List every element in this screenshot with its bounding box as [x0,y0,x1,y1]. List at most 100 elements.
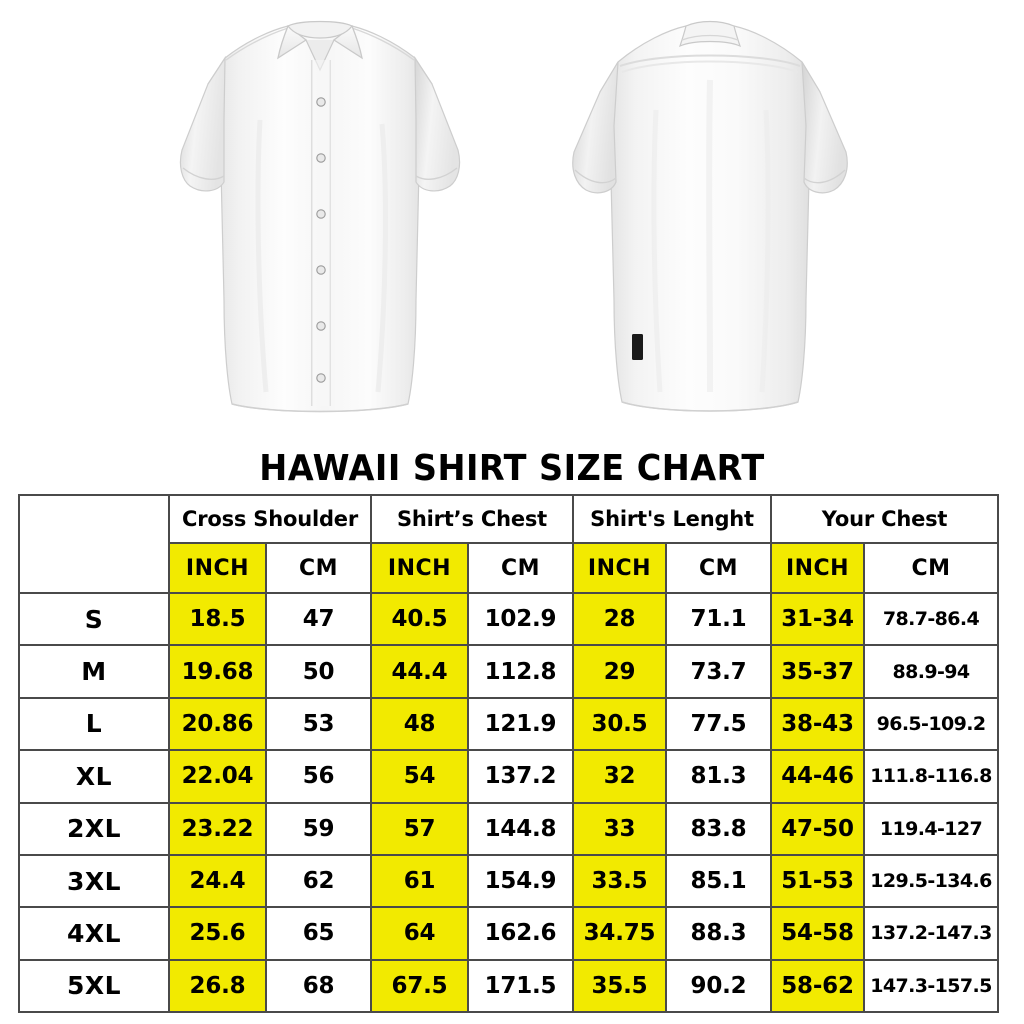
unit-header-length-cm: CM [664,542,773,594]
cell-shirts-length-cm: 77.5 [664,696,773,752]
cell-shirts-length-cm: 85.1 [664,853,773,909]
table-row: 4XL 25.6 65 64 162.6 34.75 88.3 54-58 137.2-147.… [18,906,1000,961]
cell-shirts-chest-cm: 112.8 [467,644,574,699]
cell-cross-shoulder-inch: 19.68 [168,644,267,699]
table-header: Cross Shoulder Shirt’s Chest Shirt's Len… [18,494,1000,594]
cell-shirts-chest-cm: 137.2 [467,749,574,804]
cell-your-chest-inch: 51-53 [770,853,866,909]
cell-shirts-length-inch: 32 [572,749,667,804]
size-label-l: L [18,696,170,752]
cell-cross-shoulder-inch: 18.5 [168,591,267,647]
size-label-2xl: 2XL [18,801,170,856]
cell-shirts-length-inch: 33 [572,801,667,856]
group-header-cross-shoulder: Cross Shoulder [168,494,372,544]
cell-shirts-length-inch: 34.75 [572,906,667,961]
table-row: 2XL 23.22 59 57 144.8 33 83.8 47-50 119.4-127 [18,801,1000,856]
cell-shirts-chest-inch: 54 [370,749,469,804]
cell-your-chest-inch: 44-46 [770,749,866,804]
size-label-5xl: 5XL [18,958,170,1014]
cell-shirts-chest-inch: 61 [370,853,469,909]
size-label-m: M [18,644,170,699]
cell-your-chest-inch: 54-58 [770,906,866,961]
cell-shirts-length-inch: 29 [572,644,667,699]
shirt-back-view [510,0,910,445]
cell-shirts-length-inch: 33.5 [572,853,667,909]
cell-your-chest-cm: 119.4-127 [863,801,1000,856]
product-image-area [0,0,1024,445]
cell-shirts-length-inch: 30.5 [572,696,667,752]
cell-your-chest-cm: 96.5-109.2 [863,696,1000,752]
measurement-group-row: Cross Shoulder Shirt’s Chest Shirt's Len… [18,494,1000,594]
cell-shirts-chest-cm: 154.9 [467,853,574,909]
table-row: XL 22.04 56 54 137.2 32 81.3 44-46 111.8-116.8 [18,749,1000,804]
cell-cross-shoulder-inch: 26.8 [168,958,267,1014]
cell-shirts-chest-cm: 121.9 [467,696,574,752]
cell-your-chest-cm: 147.3-157.5 [863,958,1000,1014]
cell-your-chest-inch: 38-43 [770,696,866,752]
cell-shirts-length-inch: 35.5 [572,958,667,1014]
cell-shirts-chest-cm: 102.9 [467,591,574,647]
size-chart-table-container: Cross Shoulder Shirt’s Chest Shirt's Len… [18,494,1000,1014]
cell-shirts-chest-cm: 171.5 [467,958,574,1014]
cell-shirts-chest-inch: 48 [370,696,469,752]
cell-your-chest-cm: 88.9-94 [863,644,1000,699]
cell-shirts-length-cm: 90.2 [664,958,773,1014]
table-row: L 20.86 53 48 121.9 30.5 77.5 38-43 96.5-109.2 [18,696,1000,752]
unit-header-your-chest-cm: CM [863,542,1000,594]
cell-shirts-length-cm: 88.3 [664,906,773,961]
size-chart-table: Cross Shoulder Shirt’s Chest Shirt's Len… [18,494,1000,1014]
cell-cross-shoulder-cm: 56 [265,749,372,804]
unit-header-chest-cm: CM [467,542,574,594]
cell-cross-shoulder-inch: 20.86 [168,696,267,752]
table-body: S 18.5 47 40.5 102.9 28 71.1 31-34 78.7-86.4 M 19.… [18,591,1000,1014]
cell-shirts-chest-inch: 64 [370,906,469,961]
group-header-shirts-chest: Shirt’s Chest [370,494,574,544]
cell-your-chest-cm: 137.2-147.3 [863,906,1000,961]
cell-shirts-length-inch: 28 [572,591,667,647]
cell-shirts-length-cm: 71.1 [664,591,773,647]
cell-cross-shoulder-inch: 24.4 [168,853,267,909]
cell-cross-shoulder-inch: 22.04 [168,749,267,804]
cell-shirts-length-cm: 81.3 [664,749,773,804]
cell-cross-shoulder-inch: 23.22 [168,801,267,856]
cell-your-chest-cm: 78.7-86.4 [863,591,1000,647]
size-label-3xl: 3XL [18,853,170,909]
cell-cross-shoulder-cm: 65 [265,906,372,961]
cell-cross-shoulder-inch: 25.6 [168,906,267,961]
page-title: HAWAII SHIRT SIZE CHART [259,448,765,489]
cell-shirts-chest-inch: 57 [370,801,469,856]
brand-tag [632,334,643,360]
cell-shirts-length-cm: 83.8 [664,801,773,856]
table-row: 3XL 24.4 62 61 154.9 33.5 85.1 51-53 129.5-134.6 [18,853,1000,909]
cell-cross-shoulder-cm: 47 [265,591,372,647]
table-row: 5XL 26.8 68 67.5 171.5 35.5 90.2 58-62 147.3-157… [18,958,1000,1014]
cell-your-chest-inch: 35-37 [770,644,866,699]
unit-header-cross-shoulder-cm: CM [265,542,372,594]
cell-shirts-chest-cm: 162.6 [467,906,574,961]
group-header-shirts-length: Shirt's Lenght [571,494,773,544]
unit-header-chest-inch: INCH [370,542,469,594]
unit-header-cross-shoulder-inch: INCH [168,542,267,594]
cell-shirts-chest-inch: 67.5 [370,958,469,1014]
cell-shirts-chest-inch: 44.4 [370,644,469,699]
size-label-xl: XL [18,749,170,804]
cell-cross-shoulder-cm: 68 [265,958,372,1014]
cell-cross-shoulder-cm: 59 [265,801,372,856]
unit-header-length-inch: INCH [572,542,667,594]
cell-your-chest-cm: 129.5-134.6 [863,853,1000,909]
cell-cross-shoulder-cm: 53 [265,696,372,752]
shirt-front-view [120,0,520,445]
size-column-header [18,494,170,594]
table-row: S 18.5 47 40.5 102.9 28 71.1 31-34 78.7-86.4 [18,591,1000,647]
size-label-4xl: 4XL [18,906,170,961]
table-row: M 19.68 50 44.4 112.8 29 73.7 35-37 88.9-94 [18,644,1000,699]
cell-cross-shoulder-cm: 50 [265,644,372,699]
cell-shirts-length-cm: 73.7 [664,644,773,699]
cell-cross-shoulder-cm: 62 [265,853,372,909]
cell-your-chest-inch: 31-34 [770,591,866,647]
group-header-your-chest: Your Chest [770,494,1000,544]
unit-header-row: INCH CM INCH CM INCH CM INCH CM [19,542,1000,594]
size-label-s: S [18,591,170,647]
cell-your-chest-inch: 47-50 [770,801,866,856]
